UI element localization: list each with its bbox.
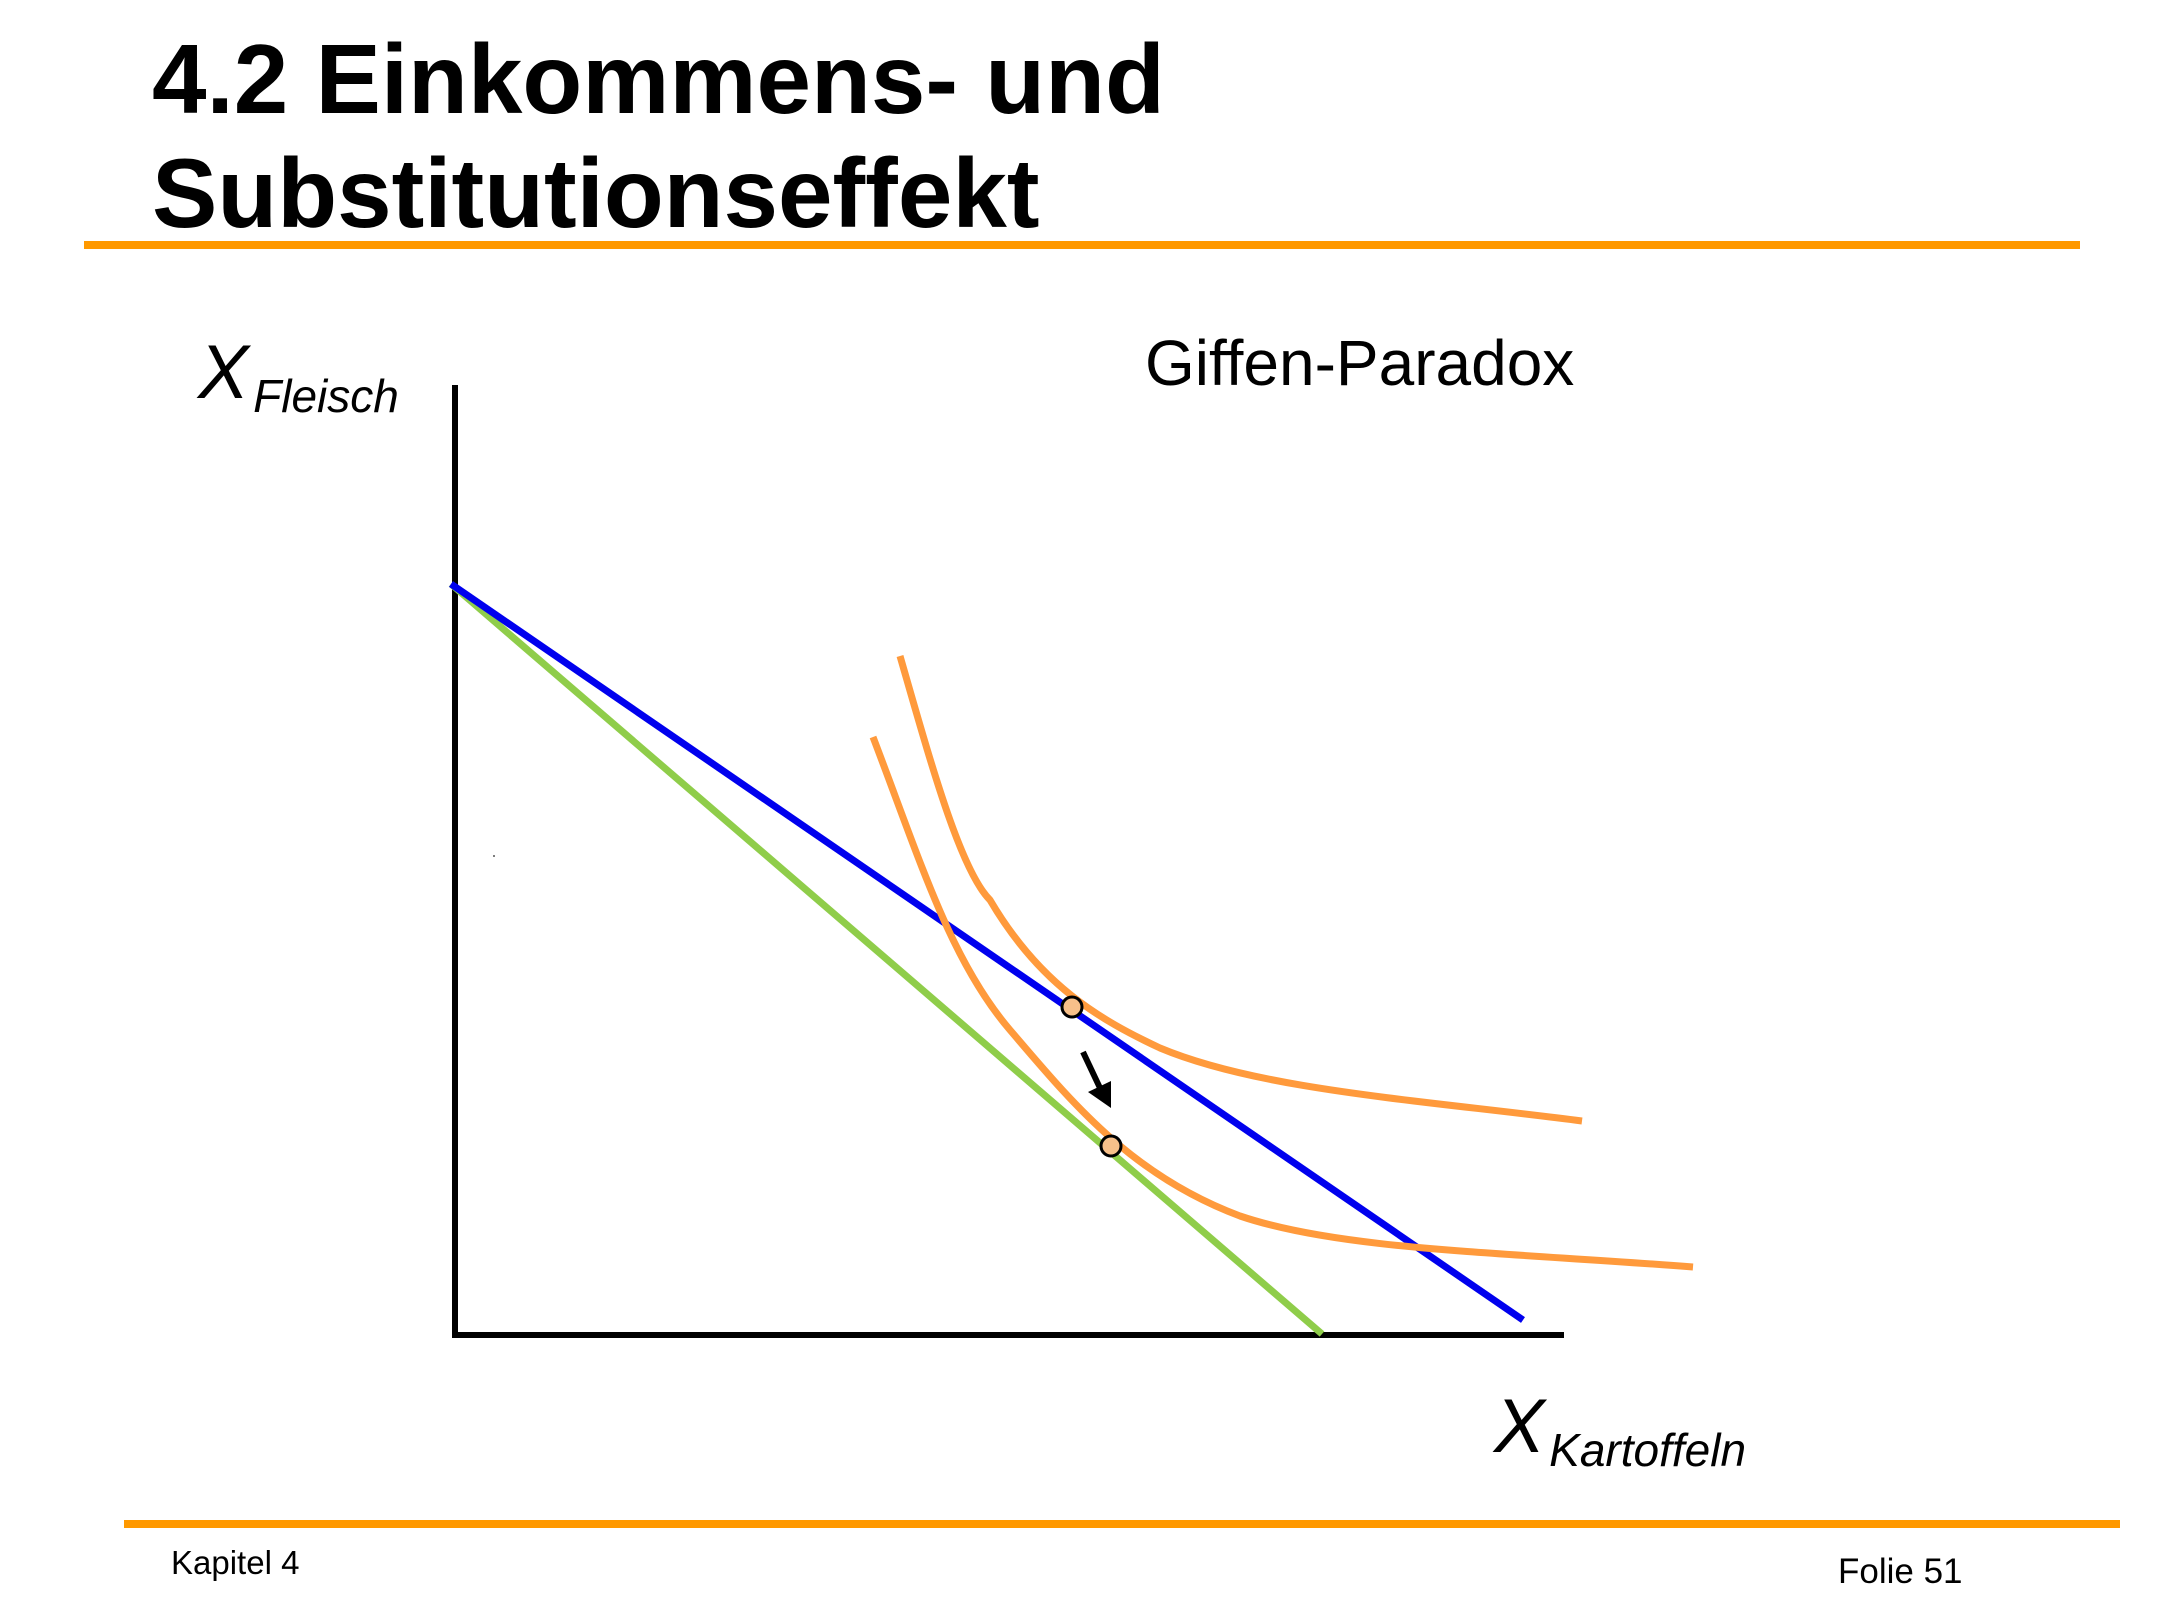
footer-divider [124,1520,2120,1528]
title-divider [84,241,2080,249]
slide-title: 4.2 Einkommens- und Substitutionseffekt [152,22,1165,250]
budget-line-new [448,581,1325,1337]
y-axis-symbol: X [196,330,252,415]
slide-title-line-1: 4.2 Einkommens- und [152,24,1165,134]
budget-line-original [449,581,1525,1323]
x-axis-label: X Kartoffeln [1492,1384,1746,1476]
slide-title-line-2: Substitutionseffekt [152,138,1040,248]
indifference-curve-higher [896,655,1583,1125]
arrow-down-right-icon [1080,1050,1111,1108]
footer-chapter: Kapitel 4 [171,1544,300,1581]
x-axis-subscript: Kartoffeln [1549,1424,1746,1476]
stray-dot [493,855,495,857]
indifference-curve-lower [869,735,1694,1271]
diagram-caption: Giffen-Paradox [1145,327,1574,399]
y-axis-subscript: Fleisch [253,370,399,422]
initial-optimum-point [1060,995,1084,1019]
x-axis-symbol: X [1492,1384,1548,1469]
footer-slide-number: Folie 51 [1838,1552,1963,1591]
new-optimum-point [1099,1134,1123,1158]
y-axis-label: X Fleisch [196,330,399,422]
